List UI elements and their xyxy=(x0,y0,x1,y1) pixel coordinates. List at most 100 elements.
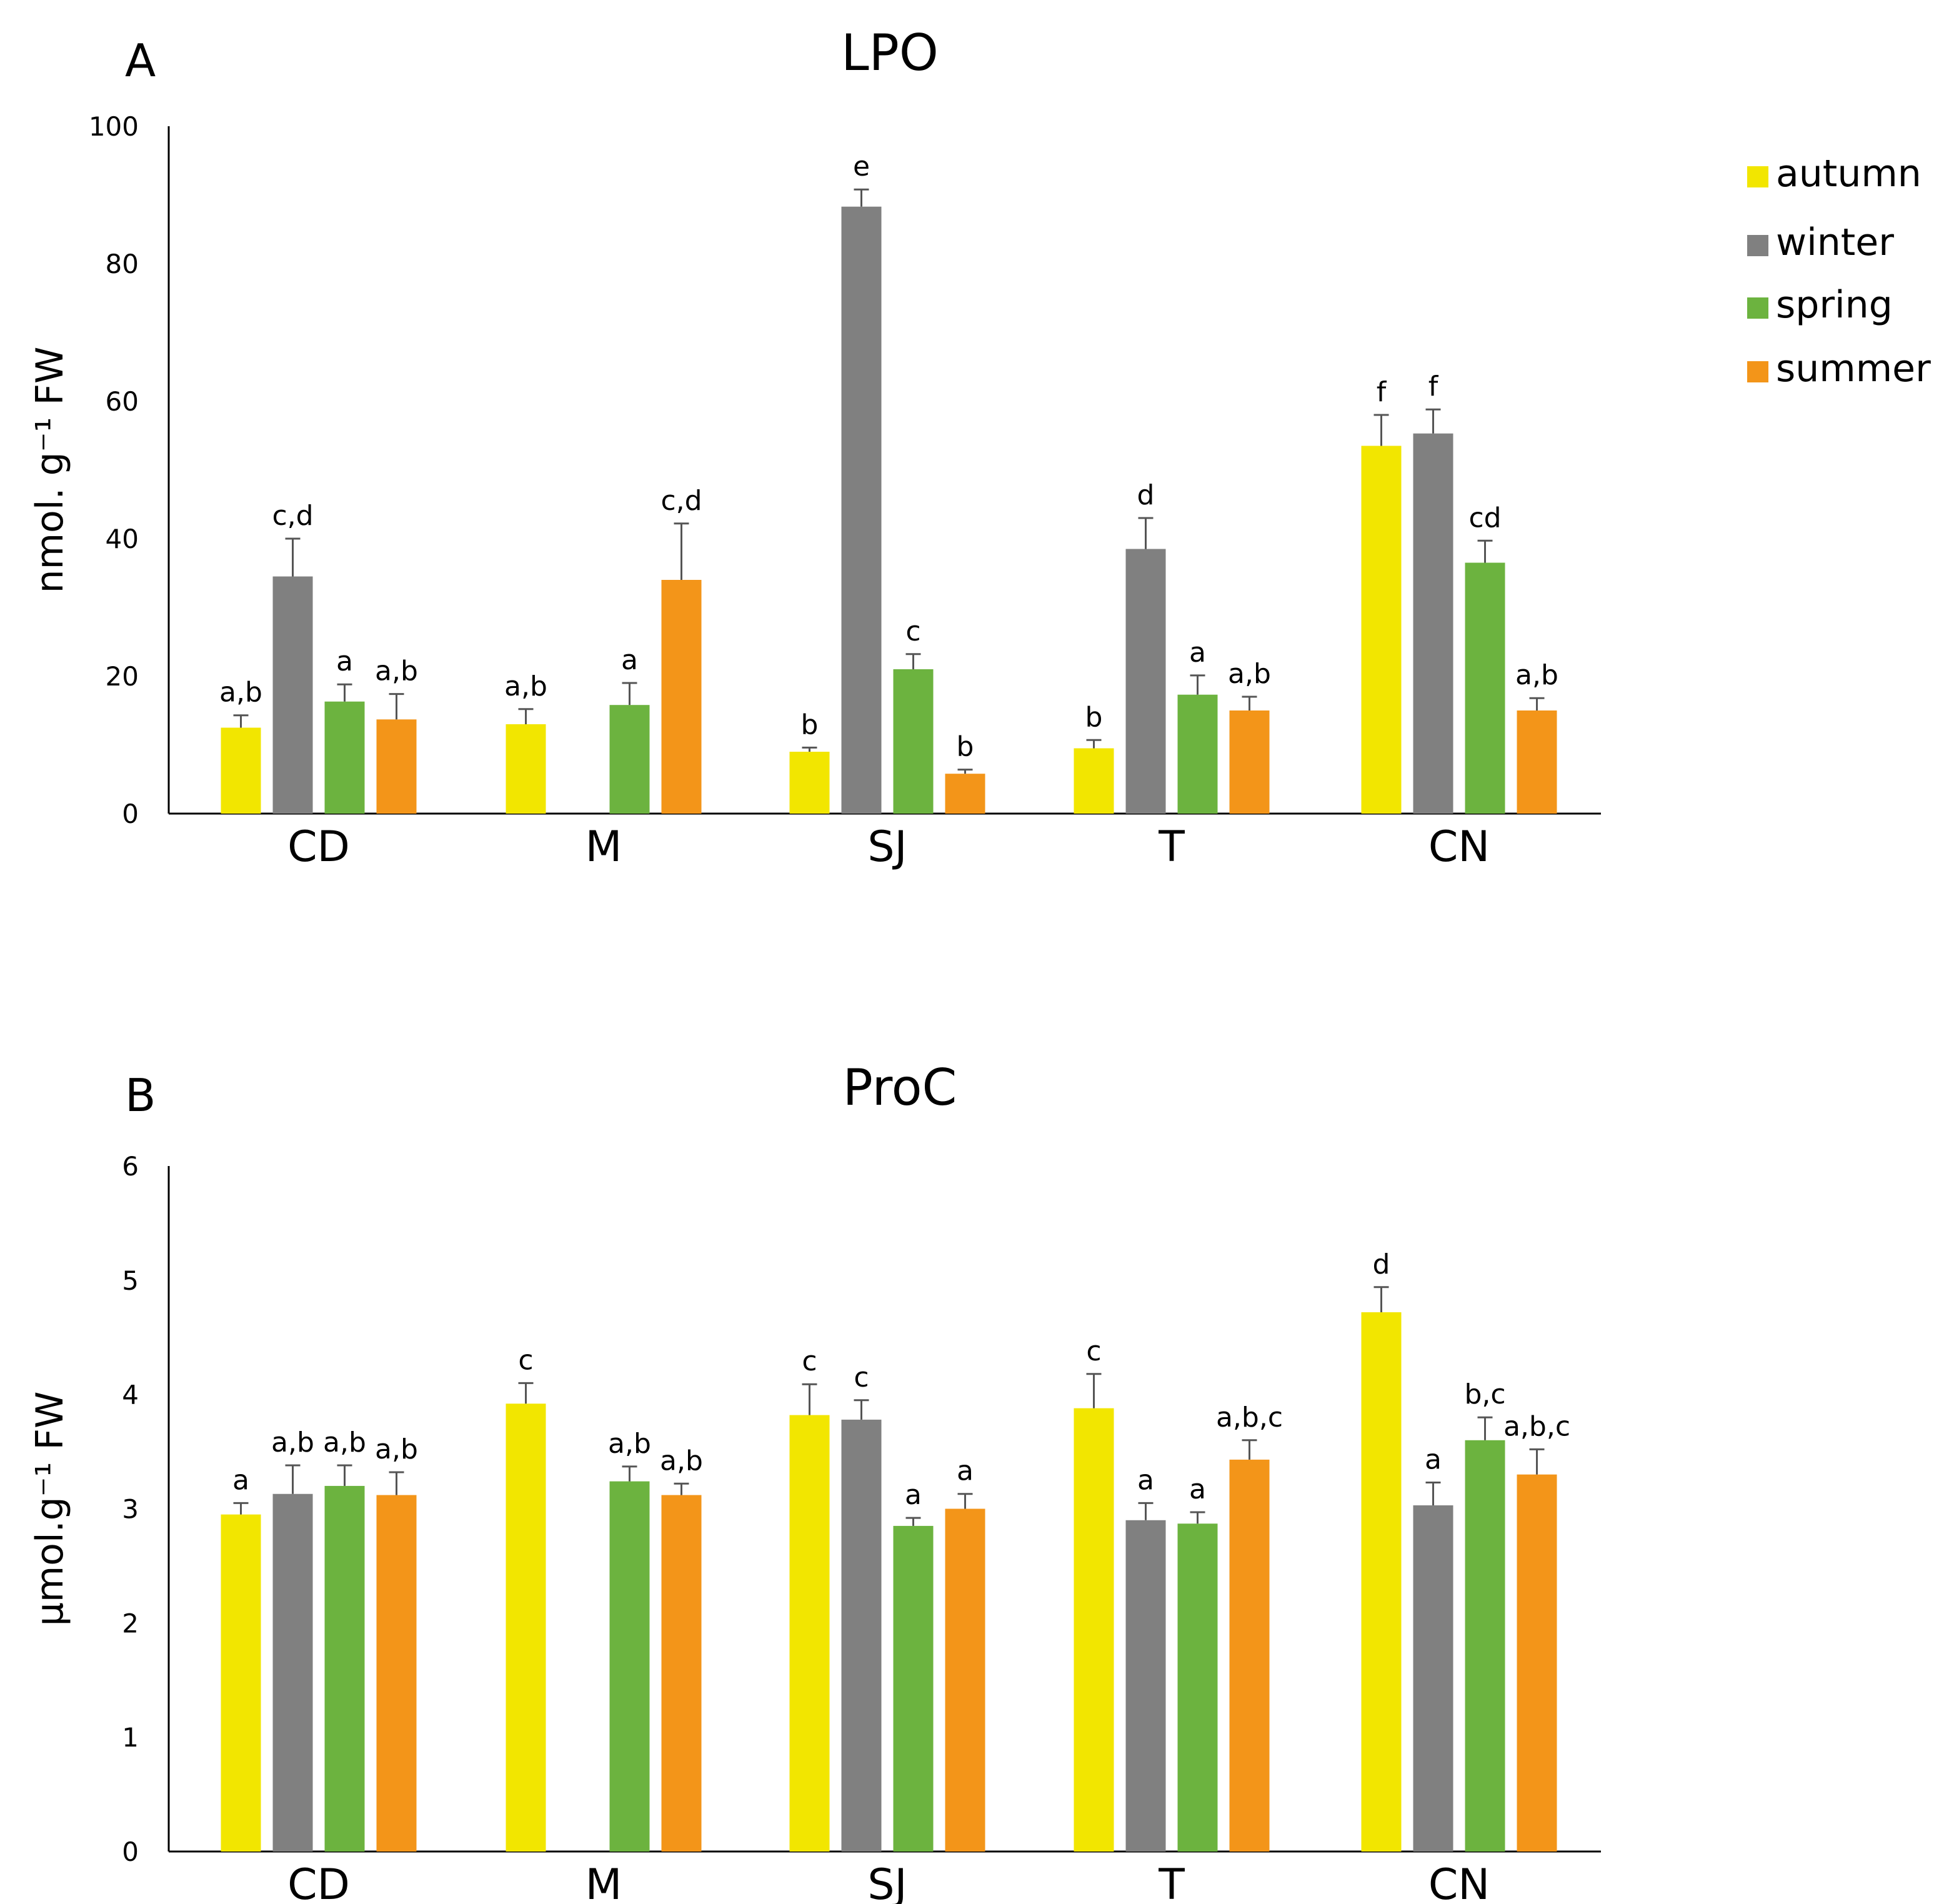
bar-summer-SJ xyxy=(945,1508,985,1852)
y-tick-label: 1 xyxy=(122,1722,139,1753)
y-tick-label: 60 xyxy=(106,386,139,417)
bar-summer-SJ xyxy=(945,774,985,814)
x-tick-label: CN xyxy=(1428,1860,1490,1904)
significance-label: b,c xyxy=(1464,1378,1505,1410)
legend-item-summer: summer xyxy=(1747,347,1931,391)
significance-label: b xyxy=(801,709,819,740)
significance-label: a xyxy=(1137,1464,1154,1496)
bar-winter-CD xyxy=(272,576,313,814)
significance-label: c xyxy=(854,1362,869,1393)
significance-label: a,b,c xyxy=(1503,1410,1570,1442)
bar-summer-CD xyxy=(376,719,417,814)
bar-autumn-T xyxy=(1074,748,1114,814)
significance-label: c xyxy=(905,616,920,647)
y-tick-label: 20 xyxy=(106,661,139,692)
bar-winter-SJ xyxy=(841,206,882,814)
bar-autumn-CN xyxy=(1361,1312,1402,1852)
x-tick-label: T xyxy=(1158,822,1185,872)
bar-spring-SJ xyxy=(893,1525,934,1852)
significance-label: a xyxy=(621,644,638,676)
panel-A: A LPO nmol. g⁻¹ FW 0 20 40 60 80 100 CD M SJ T CN a,b a… xyxy=(28,24,1601,872)
x-tick-label: SJ xyxy=(867,1860,907,1904)
significance-label: a,b xyxy=(375,655,418,687)
significance-label: cd xyxy=(1468,502,1501,534)
significance-label: a xyxy=(1189,1473,1206,1505)
y-tick-label: 0 xyxy=(122,799,139,829)
bar-summer-T xyxy=(1229,710,1270,814)
significance-label: b xyxy=(1085,701,1103,733)
significance-label: a,b xyxy=(660,1445,703,1477)
legend-label: spring xyxy=(1776,283,1893,327)
bar-spring-CD xyxy=(324,1485,365,1852)
bar-winter-T xyxy=(1125,1520,1166,1852)
bar-spring-CN xyxy=(1465,562,1505,814)
bar-winter-CN xyxy=(1413,433,1453,814)
significance-label: c xyxy=(1086,1335,1101,1367)
significance-label: c xyxy=(518,1344,533,1376)
y-tick-label: 3 xyxy=(122,1494,139,1525)
y-tick-label: 4 xyxy=(122,1380,139,1410)
chart-title: ProC xyxy=(843,1059,957,1117)
significance-label: a,b xyxy=(1228,658,1271,690)
legend-item-winter: winter xyxy=(1747,221,1894,264)
significance-label: a xyxy=(336,645,353,677)
bar-spring-M xyxy=(609,1481,650,1852)
x-tick-label: SJ xyxy=(867,822,907,872)
y-tick-label: 2 xyxy=(122,1608,139,1638)
chart-title: LPO xyxy=(841,24,939,82)
significance-label: c,d xyxy=(272,500,313,532)
significance-label: e xyxy=(853,151,870,182)
significance-label: a,b xyxy=(271,1427,314,1458)
bar-spring-CN xyxy=(1465,1440,1505,1852)
significance-label: a xyxy=(1189,637,1206,669)
significance-label: a xyxy=(905,1479,922,1511)
legend-item-spring: spring xyxy=(1747,283,1893,327)
significance-label: a,b,c xyxy=(1216,1402,1283,1433)
y-tick-label: 100 xyxy=(89,111,139,142)
bar-summer-M xyxy=(661,580,702,814)
significance-label: a,b xyxy=(608,1428,651,1460)
y-axis-label: nmol. g⁻¹ FW xyxy=(28,347,72,594)
bar-autumn-CN xyxy=(1361,446,1402,814)
x-tick-label: T xyxy=(1158,1860,1185,1904)
y-tick-label: 5 xyxy=(122,1265,139,1296)
y-tick-label: 0 xyxy=(122,1837,139,1867)
x-tick-label: M xyxy=(586,822,622,872)
bar-summer-CD xyxy=(376,1495,417,1852)
bar-spring-M xyxy=(609,705,650,814)
legend-label: winter xyxy=(1776,221,1894,264)
significance-label: a xyxy=(232,1464,249,1496)
significance-label: a,b xyxy=(219,677,262,709)
panel-label: B xyxy=(125,1069,156,1122)
bar-winter-CD xyxy=(272,1493,313,1852)
bar-spring-T xyxy=(1177,1523,1218,1852)
significance-label: f xyxy=(1428,371,1439,402)
x-tick-label: CN xyxy=(1428,822,1490,872)
significance-label: f xyxy=(1377,376,1387,408)
legend-swatch xyxy=(1747,235,1768,256)
significance-label: d xyxy=(1373,1249,1390,1280)
x-tick-label: CD xyxy=(287,822,350,872)
bar-winter-SJ xyxy=(841,1419,882,1852)
bar-spring-SJ xyxy=(893,669,934,814)
bar-spring-CD xyxy=(324,701,365,814)
y-axis-label: µmol.g⁻¹ FW xyxy=(28,1392,72,1627)
significance-label: a xyxy=(957,1455,974,1487)
y-tick-label: 6 xyxy=(122,1151,139,1182)
bar-winter-CN xyxy=(1413,1505,1453,1852)
significance-label: a,b xyxy=(1515,659,1558,691)
significance-label: c,d xyxy=(660,485,702,517)
bar-spring-T xyxy=(1177,694,1218,814)
significance-label: d xyxy=(1137,479,1155,511)
legend-swatch xyxy=(1747,166,1768,187)
significance-label: a,b xyxy=(504,670,547,702)
significance-label: a,b xyxy=(323,1427,366,1458)
x-tick-label: CD xyxy=(287,1860,350,1904)
legend-swatch xyxy=(1747,361,1768,382)
significance-label: a xyxy=(1425,1443,1442,1475)
panel-B: B ProC µmol.g⁻¹ FW 0 1 2 3 4 5 6 CD M SJ T CN a c c c d a,b c… xyxy=(28,1059,1601,1904)
bar-winter-T xyxy=(1125,549,1166,814)
bar-autumn-T xyxy=(1074,1408,1114,1852)
x-tick-label: M xyxy=(586,1860,622,1904)
